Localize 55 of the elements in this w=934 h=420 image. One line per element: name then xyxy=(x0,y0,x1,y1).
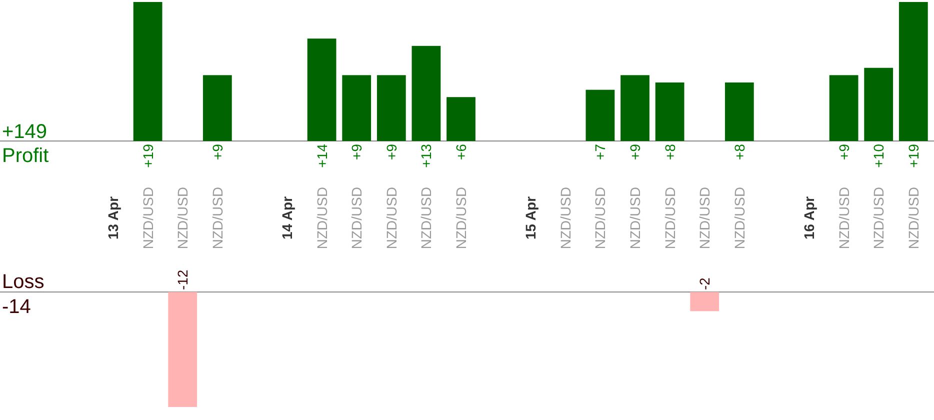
data-label: +19 xyxy=(905,144,922,168)
data-label: +19 xyxy=(140,144,156,168)
bar xyxy=(412,46,441,141)
bar xyxy=(655,82,684,141)
x-tick-label: NZD/USD xyxy=(418,186,434,250)
data-label: +8 xyxy=(662,144,678,160)
data-label: +8 xyxy=(731,144,748,160)
bar xyxy=(864,68,894,141)
bar xyxy=(898,2,928,141)
data-label: +9 xyxy=(209,144,226,160)
bar xyxy=(724,82,754,141)
y-axis-title: Profit xyxy=(2,145,50,167)
data-label: +7 xyxy=(592,144,608,160)
data-label: -2 xyxy=(696,277,713,290)
y-axis-title: Loss xyxy=(2,271,44,293)
x-tick-label: NZD/USD xyxy=(662,186,678,250)
x-tick-label: NZD/USD xyxy=(592,186,608,250)
x-tick-label: NZD/USD xyxy=(731,186,748,250)
data-label: +14 xyxy=(314,144,330,168)
x-tick-label: NZD/USD xyxy=(383,186,400,250)
x-tick-label: 16 Apr xyxy=(801,196,817,240)
bar xyxy=(586,90,615,141)
x-tick-label: NZD/USD xyxy=(627,186,643,250)
x-tick-label: NZD/USD xyxy=(453,186,469,250)
bar xyxy=(446,97,476,141)
bar xyxy=(376,75,406,141)
data-label: +9 xyxy=(836,144,852,160)
x-tick-label: NZD/USD xyxy=(905,186,922,250)
data-label: +9 xyxy=(348,144,365,160)
x-tick-label: NZD/USD xyxy=(140,186,156,250)
x-tick-label: 15 Apr xyxy=(522,196,539,240)
x-tick-label: NZD/USD xyxy=(696,186,713,250)
text: +149 xyxy=(2,121,48,143)
data-label: +9 xyxy=(383,144,400,160)
data-label: +9 xyxy=(627,144,643,160)
text: -14 xyxy=(2,296,31,318)
x-tick-label: NZD/USD xyxy=(836,186,852,250)
x-tick-label: NZD/USD xyxy=(870,186,887,250)
x-tick-label: NZD/USD xyxy=(557,186,574,250)
bar xyxy=(829,75,858,141)
x-tick-label: NZD/USD xyxy=(314,186,330,250)
x-tick-label: NZD/USD xyxy=(348,186,365,250)
bar xyxy=(342,75,372,141)
bar xyxy=(202,75,232,141)
bar xyxy=(620,75,650,141)
x-tick-label: NZD/USD xyxy=(174,186,191,250)
data-label: -12 xyxy=(174,270,191,290)
x-tick-label: 13 Apr xyxy=(105,196,121,240)
data-label: +10 xyxy=(870,144,887,168)
bar xyxy=(307,38,336,141)
x-tick-label: 14 Apr xyxy=(279,196,295,240)
data-label: +6 xyxy=(453,144,469,160)
bar xyxy=(133,2,162,141)
data-label: +13 xyxy=(418,144,434,168)
x-tick-label: NZD/USD xyxy=(209,186,226,250)
